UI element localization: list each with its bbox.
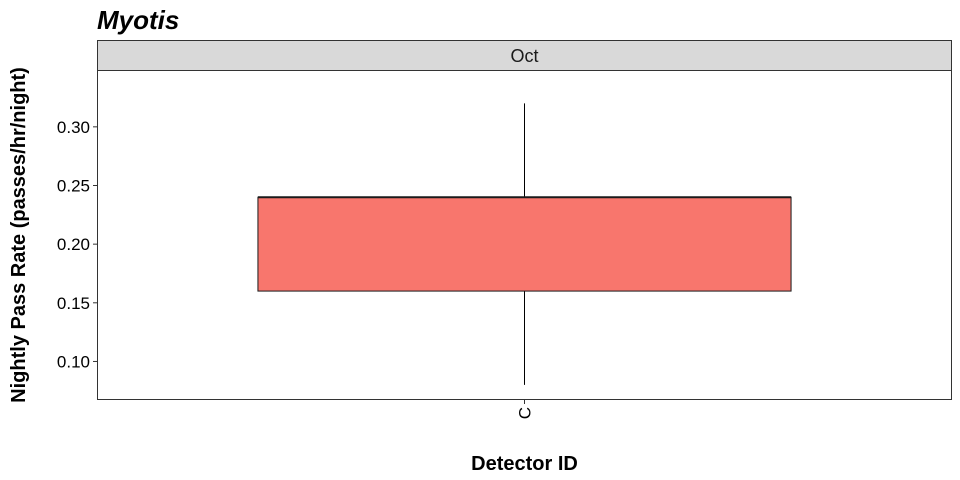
facet-strip bbox=[97, 40, 952, 71]
box-iqr bbox=[257, 196, 792, 292]
y-tick-label: 0.15 bbox=[57, 294, 90, 313]
y-axis: 0.10 0.15 0.20 0.25 0.30 bbox=[57, 118, 98, 371]
x-axis-title: Detector ID bbox=[471, 453, 578, 475]
y-tick-label: 0.25 bbox=[57, 176, 90, 195]
x-tick-label: C bbox=[516, 407, 535, 419]
chart-title: Myotis bbox=[97, 5, 179, 35]
facet-strip-label: Oct bbox=[510, 46, 538, 66]
y-tick-label: 0.20 bbox=[57, 235, 90, 254]
y-tick-label: 0.30 bbox=[57, 118, 90, 137]
y-axis-title: Nightly Pass Rate (passes/hr/night) bbox=[8, 67, 30, 403]
y-tick-label: 0.10 bbox=[57, 352, 90, 371]
x-axis: C bbox=[516, 399, 535, 419]
boxes-layer bbox=[257, 103, 792, 385]
